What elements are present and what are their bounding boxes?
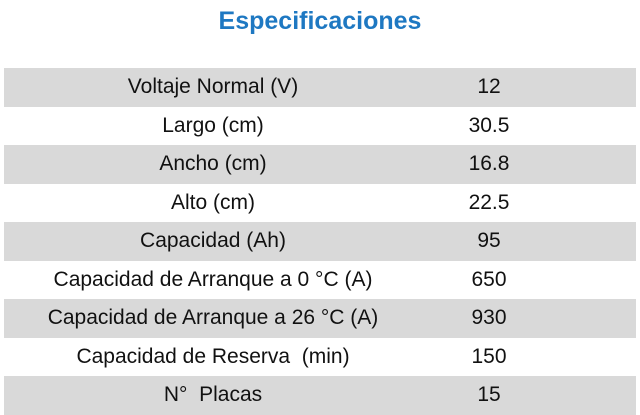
spec-label: N° Placas <box>163 383 263 407</box>
spec-value: 95 <box>477 229 501 253</box>
spec-label: Ancho (cm) <box>159 152 267 176</box>
table-row: Capacidad de Reserva (min) 150 <box>4 337 636 376</box>
spec-value: 15 <box>477 383 501 407</box>
table-row: N° Placas 15 <box>4 376 636 415</box>
title: Especificaciones <box>218 7 422 35</box>
spec-value: 12 <box>477 75 501 99</box>
spec-table: Voltaje Normal (V) 12 Largo (cm) 30.5 Ancho … <box>4 68 636 415</box>
table-row: Capacidad de Arranque a 0 °C (A) 650 <box>4 260 636 299</box>
spec-value: 22.5 <box>468 190 510 214</box>
table-row: Alto (cm) 22.5 <box>4 183 636 222</box>
spec-value: 930 <box>471 306 507 330</box>
table-row: Capacidad (Ah) 95 <box>4 222 636 261</box>
table-row: Voltaje Normal (V) 12 <box>4 68 636 107</box>
spec-value: 150 <box>471 344 507 368</box>
table-row: Largo (cm) 30.5 <box>4 106 636 145</box>
spec-value: 30.5 <box>468 113 510 137</box>
table-row: Ancho (cm) 16.8 <box>4 145 636 184</box>
spec-label: Alto (cm) <box>171 190 255 214</box>
table-row: Capacidad de Arranque a 26 °C (A) 930 <box>4 299 636 338</box>
spec-value: 16.8 <box>468 152 510 176</box>
spec-label: Largo (cm) <box>162 113 264 137</box>
spec-label: Capacidad de Arranque a 26 °C (A) <box>47 306 379 330</box>
spec-label: Capacidad de Arranque a 0 °C (A) <box>53 267 373 291</box>
spec-label: Capacidad de Reserva (min) <box>76 344 350 368</box>
spec-value: 650 <box>471 267 507 291</box>
spec-label: Voltaje Normal (V) <box>127 75 299 99</box>
spec-label: Capacidad (Ah) <box>140 229 286 253</box>
